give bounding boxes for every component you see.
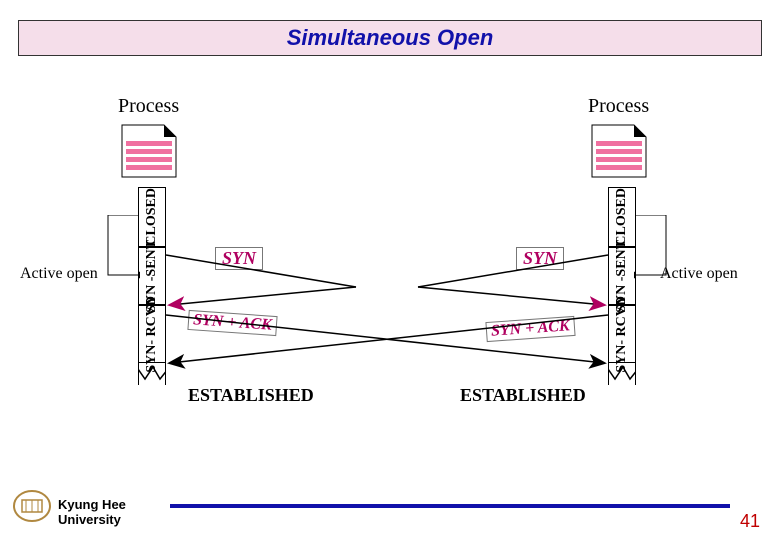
active-open-left: Active open bbox=[20, 265, 98, 283]
established-left: ESTABLISHED bbox=[188, 385, 314, 406]
state-column-left: CLOSED SYN -SENT SYN- RCVD bbox=[138, 187, 166, 385]
process-label-left: Process bbox=[118, 95, 179, 118]
slide-title: Simultaneous Open bbox=[18, 20, 762, 56]
bracket-right bbox=[634, 215, 674, 290]
footer-rule bbox=[170, 504, 730, 508]
process-doc-icon-right bbox=[590, 123, 648, 179]
zigzag-left bbox=[138, 363, 166, 385]
page-number: 41 bbox=[740, 511, 760, 532]
process-doc-icon-left bbox=[120, 123, 178, 179]
state-synrcvd-right: SYN- RCVD bbox=[608, 305, 636, 363]
process-label-right: Process bbox=[588, 95, 649, 118]
diagram: Process Process CLOSED SYN -SENT SYN- RC… bbox=[20, 95, 760, 465]
established-right: ESTABLISHED bbox=[460, 385, 586, 406]
arrow-overlay bbox=[166, 245, 608, 390]
bracket-left bbox=[100, 215, 140, 290]
state-closed-left: CLOSED bbox=[138, 187, 166, 247]
footer-university: Kyung Hee University bbox=[58, 498, 126, 528]
university-logo-icon bbox=[12, 489, 52, 528]
state-column-right: CLOSED SYN -SENT SYN- RCVD bbox=[608, 187, 636, 385]
state-synrcvd-left: SYN- RCVD bbox=[138, 305, 166, 363]
zigzag-right bbox=[608, 363, 636, 385]
state-closed-right: CLOSED bbox=[608, 187, 636, 247]
